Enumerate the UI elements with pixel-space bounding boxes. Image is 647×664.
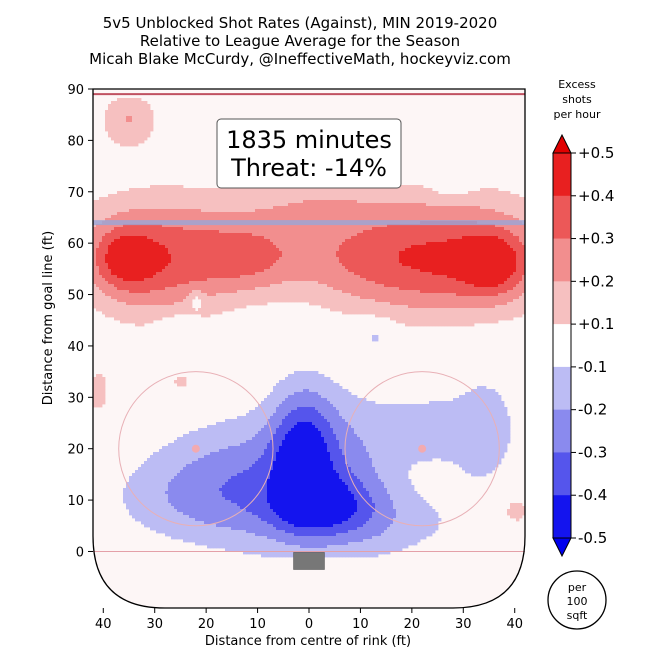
rink-boards xyxy=(92,88,526,609)
unit-badge-line-1: per xyxy=(568,581,587,594)
x-tick-label: 30 xyxy=(455,617,472,632)
colorbar-title-line-2: shots xyxy=(562,93,592,106)
colorbar-title-line-1: Excess xyxy=(558,78,596,91)
colorbar-band xyxy=(553,324,571,368)
y-tick-label: 20 xyxy=(67,443,84,458)
x-tick-label: 20 xyxy=(404,617,421,632)
threat-annotation: 1835 minutes Threat: -14% xyxy=(216,118,402,189)
colorbar-tick-label: -0.5 xyxy=(578,529,607,547)
colorbar-tick-label: +0.3 xyxy=(578,230,614,248)
y-tick-label: 30 xyxy=(67,391,84,406)
chart-title: 5v5 Unblocked Shot Rates (Against), MIN … xyxy=(0,14,600,68)
colorbar-band xyxy=(553,452,571,496)
x-axis-title: Distance from centre of rink (ft) xyxy=(205,634,411,649)
x-tick-label: 20 xyxy=(198,617,215,632)
y-tick-label: 60 xyxy=(67,237,84,252)
y-tick-label: 90 xyxy=(67,83,84,98)
minutes-label: 1835 minutes xyxy=(226,126,392,154)
x-tick-label: 10 xyxy=(249,617,266,632)
colorbar-title-line-3: per hour xyxy=(554,108,601,121)
colorbar-band xyxy=(553,153,571,197)
colorbar: Excess shots per hour +0.5 +0.4 +0.3 +0.2 +0… xyxy=(552,78,614,558)
colorbar-tick-label: -0.2 xyxy=(578,401,607,419)
y-tick-label: 80 xyxy=(67,134,84,149)
x-tick-label: 40 xyxy=(95,617,112,632)
rink-markings xyxy=(93,93,525,570)
x-tick-label: 40 xyxy=(506,617,523,632)
y-tick-label: 40 xyxy=(67,340,84,355)
x-tick-label: 0 xyxy=(305,617,313,632)
colorbar-tick-label: +0.5 xyxy=(578,144,614,162)
colorbar-tick-label: +0.2 xyxy=(578,272,614,290)
y-tick-label: 0 xyxy=(76,545,84,560)
colorbar-bottom-arrow xyxy=(552,537,572,558)
axes: 0 10 20 30 40 50 60 70 80 90 40 30 20 10 0 10 20 30 40 xyxy=(67,83,523,632)
colorbar-tick-label: -0.3 xyxy=(578,443,607,461)
colorbar-top-arrow xyxy=(552,133,572,154)
unit-badge-line-3: sqft xyxy=(567,609,588,622)
colorbar-band xyxy=(553,495,571,539)
y-tick-label: 70 xyxy=(67,186,84,201)
colorbar-band xyxy=(553,238,571,282)
colorbar-tick-label: +0.4 xyxy=(578,187,614,205)
colorbar-tick-label: -0.4 xyxy=(578,486,607,504)
goal-net xyxy=(293,552,325,570)
threat-label: Threat: -14% xyxy=(230,154,387,182)
colorbar-tick-label: -0.1 xyxy=(578,358,607,376)
y-axis-title: Distance from goal line (ft) xyxy=(41,231,56,405)
title-line-3: Micah Blake McCurdy, @IneffectiveMath, h… xyxy=(89,50,511,68)
x-tick-label: 30 xyxy=(146,617,163,632)
contour-bands xyxy=(93,98,525,558)
unit-badge: per 100 sqft xyxy=(547,570,607,630)
title-line-1: 5v5 Unblocked Shot Rates (Against), MIN … xyxy=(102,14,498,32)
y-tick-label: 10 xyxy=(67,494,84,509)
colorbar-band xyxy=(553,195,571,240)
title-line-2: Relative to League Average for the Seaso… xyxy=(139,32,461,50)
colorbar-tick-label: +0.1 xyxy=(578,315,614,333)
colorbar-band xyxy=(553,366,571,411)
unit-badge-line-2: 100 xyxy=(567,595,588,608)
colorbar-band xyxy=(553,409,571,453)
x-tick-label: 10 xyxy=(352,617,369,632)
y-tick-label: 50 xyxy=(67,289,84,304)
colorbar-band xyxy=(553,281,571,325)
